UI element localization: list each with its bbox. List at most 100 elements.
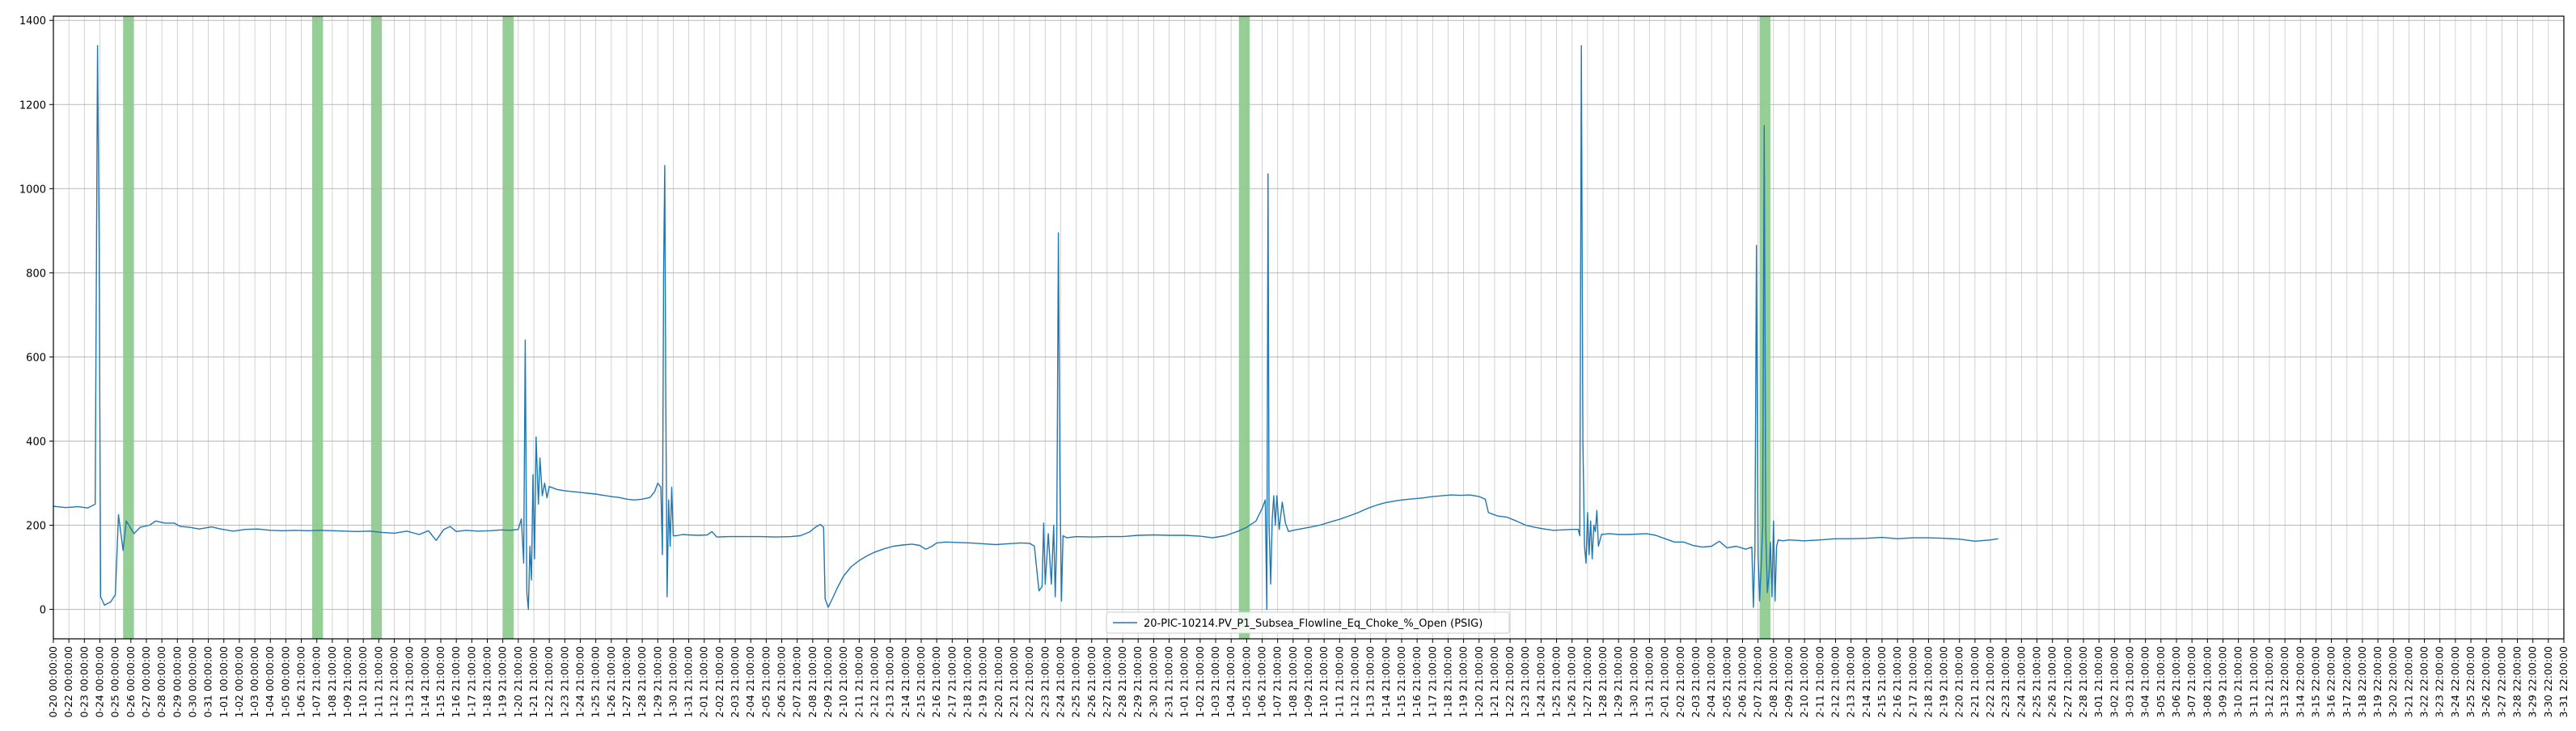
x-tick-label: 0-25 00:00:00 <box>109 646 121 718</box>
x-tick-label: 2-04 21:00:00 <box>744 646 756 718</box>
x-tick-label: 1-08 21:00:00 <box>1287 646 1299 718</box>
x-tick-label: 3-17 22:00:00 <box>2341 646 2353 718</box>
x-tick-label: 2-18 21:00:00 <box>961 646 973 718</box>
x-tick-label: 3-26 22:00:00 <box>2480 646 2492 718</box>
highlight-band <box>123 16 134 639</box>
x-tick-label: 2-20 21:00:00 <box>992 646 1005 718</box>
x-tick-label: 2-22 21:00:00 <box>1023 646 1035 718</box>
x-tick-label: 1-10 21:00:00 <box>357 646 369 718</box>
x-tick-label: 2-09 21:00:00 <box>1783 646 1795 718</box>
x-tick-label: 2-29 21:00:00 <box>1131 646 1144 718</box>
x-tick-label: 1-22 21:00:00 <box>543 646 555 718</box>
x-tick-label: 1-13 21:00:00 <box>1364 646 1377 718</box>
x-tick-label: 2-07 21:00:00 <box>1752 646 1764 718</box>
x-tick-label: 2-15 21:00:00 <box>1876 646 1888 718</box>
x-tick-label: 1-14 21:00:00 <box>419 646 431 718</box>
x-tick-label: 2-21 21:00:00 <box>1008 646 1020 718</box>
x-tick-label: 2-11 21:00:00 <box>852 646 865 718</box>
x-tick-label: 3-02 21:00:00 <box>2108 646 2120 718</box>
x-tick-label: 3-15 22:00:00 <box>2309 646 2321 718</box>
x-tick-label: 1-07 21:00:00 <box>311 646 323 718</box>
x-tick-label: 2-15 21:00:00 <box>915 646 927 718</box>
x-tick-label: 2-02 21:00:00 <box>713 646 725 718</box>
x-tick-label: 2-23 21:00:00 <box>1999 646 2011 718</box>
x-tick-label: 1-29 21:00:00 <box>1612 646 1624 718</box>
x-tick-label: 1-03 21:00:00 <box>1209 646 1221 718</box>
x-tick-label: 1-01 21:00:00 <box>1178 646 1191 718</box>
x-tick-label: 3-21 22:00:00 <box>2402 646 2414 718</box>
x-tick-label: 1-21 21:00:00 <box>527 646 539 718</box>
x-tick-label: 2-21 21:00:00 <box>1969 646 1981 718</box>
x-tick-label: 1-31 21:00:00 <box>1643 646 1656 718</box>
x-tick-label: 1-09 21:00:00 <box>341 646 353 718</box>
x-tick-label: 2-23 21:00:00 <box>1038 646 1051 718</box>
x-tick-label: 1-04 00:00:00 <box>264 646 276 718</box>
highlight-band <box>502 16 514 639</box>
y-tick-label: 1000 <box>19 184 46 196</box>
x-tick-label: 2-24 21:00:00 <box>1054 646 1066 718</box>
x-tick-label: 2-27 21:00:00 <box>1101 646 1113 718</box>
x-tick-label: 2-25 21:00:00 <box>2031 646 2043 718</box>
x-tick-label: 1-24 21:00:00 <box>1534 646 1546 718</box>
x-tick-label: 1-28 21:00:00 <box>1597 646 1609 718</box>
x-tick-label: 2-09 21:00:00 <box>822 646 834 718</box>
x-tick-label: 0-24 00:00:00 <box>93 646 105 718</box>
x-tick-label: 2-08 21:00:00 <box>1767 646 1779 718</box>
x-tick-label: 3-09 21:00:00 <box>2216 646 2228 718</box>
x-tick-label: 1-30 21:00:00 <box>1627 646 1639 718</box>
x-tick-label: 1-10 21:00:00 <box>1318 646 1330 718</box>
x-tick-label: 3-01 21:00:00 <box>2092 646 2104 718</box>
x-tick-label: 2-01 21:00:00 <box>1659 646 1671 718</box>
x-tick-label: 1-06 21:00:00 <box>1256 646 1268 718</box>
x-tick-label: 1-11 21:00:00 <box>1333 646 1345 718</box>
x-tick-label: 2-13 21:00:00 <box>884 646 896 718</box>
highlight-band <box>311 16 324 639</box>
x-tick-label: 2-19 21:00:00 <box>1938 646 1950 718</box>
x-tick-label: 1-18 21:00:00 <box>1441 646 1453 718</box>
x-tick-label: 2-10 21:00:00 <box>837 646 849 718</box>
x-tick-label: 2-08 21:00:00 <box>806 646 818 718</box>
x-tick-label: 1-22 21:00:00 <box>1504 646 1516 718</box>
x-tick-label: 1-17 21:00:00 <box>465 646 477 718</box>
x-tick-label: 1-15 21:00:00 <box>1395 646 1407 718</box>
x-tick-label: 0-30 00:00:00 <box>186 646 198 718</box>
x-tick-label: 3-12 21:00:00 <box>2263 646 2275 718</box>
x-tick-label: 2-12 21:00:00 <box>869 646 881 718</box>
x-tick-label: 2-14 21:00:00 <box>899 646 912 718</box>
x-tick-label: 3-07 21:00:00 <box>2185 646 2197 718</box>
x-tick-label: 1-23 21:00:00 <box>1519 646 1531 718</box>
x-tick-label: 3-20 22:00:00 <box>2387 646 2399 718</box>
x-tick-label: 2-01 21:00:00 <box>698 646 710 718</box>
x-tick-label: 2-11 21:00:00 <box>1813 646 1825 718</box>
x-tick-label: 0-29 00:00:00 <box>171 646 183 718</box>
x-tick-label: 3-13 22:00:00 <box>2278 646 2290 718</box>
x-tick-label: 0-22 00:00:00 <box>62 646 74 718</box>
x-tick-label: 1-31 21:00:00 <box>683 646 695 718</box>
x-tick-label: 2-24 21:00:00 <box>2015 646 2027 718</box>
x-tick-label: 2-12 21:00:00 <box>1829 646 1841 718</box>
x-tick-label: 1-18 21:00:00 <box>480 646 493 718</box>
y-tick-label: 400 <box>26 436 46 448</box>
x-tick-label: 3-22 22:00:00 <box>2418 646 2430 718</box>
x-tick-label: 2-25 21:00:00 <box>1070 646 1082 718</box>
x-tick-label: 1-28 21:00:00 <box>636 646 648 718</box>
legend: 20-PIC-10214.PV_P1_Subsea_Flowline_Eq_Ch… <box>1106 611 1510 634</box>
x-tick-label: 3-08 21:00:00 <box>2201 646 2213 718</box>
legend-box <box>1106 611 1510 634</box>
x-tick-label: 3-06 21:00:00 <box>2170 646 2182 718</box>
x-tick-label: 3-04 21:00:00 <box>2139 646 2151 718</box>
x-tick-label: 2-19 21:00:00 <box>977 646 989 718</box>
y-tick-label: 200 <box>26 521 46 533</box>
x-axis: 0-20 00:00:00 0-22 00:00:00 0-23 00:00:00 0… <box>47 639 2570 717</box>
y-axis: 0 200 400 600 800 1000 1200 1400 <box>19 15 53 617</box>
x-tick-label: 1-19 21:00:00 <box>1457 646 1470 718</box>
x-tick-label: 2-02 21:00:00 <box>1674 646 1686 718</box>
x-tick-label: 2-06 21:00:00 <box>1736 646 1748 718</box>
x-tick-label: 2-06 21:00:00 <box>776 646 788 718</box>
x-tick-label: 2-03 21:00:00 <box>729 646 741 718</box>
x-tick-label: 1-24 21:00:00 <box>573 646 586 718</box>
x-tick-label: 3-29 22:00:00 <box>2527 646 2539 718</box>
x-tick-label: 2-05 21:00:00 <box>1720 646 1732 718</box>
x-tick-label: 3-16 22:00:00 <box>2325 646 2337 718</box>
